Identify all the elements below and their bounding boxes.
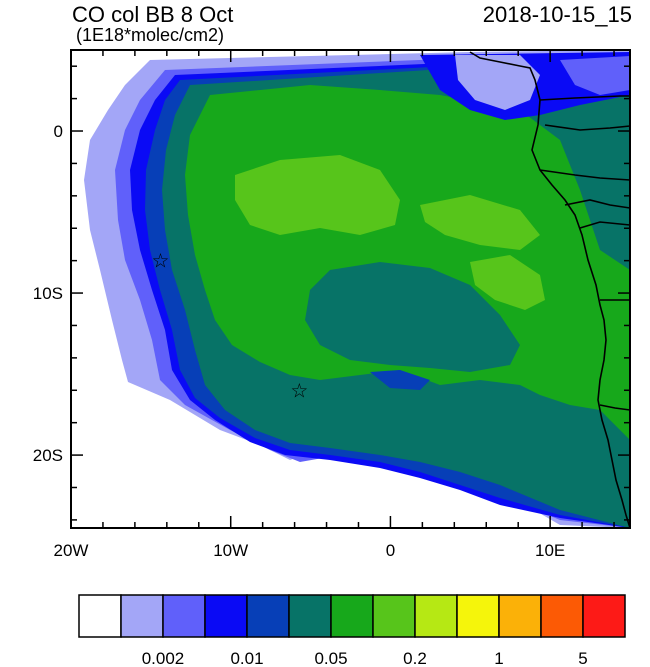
border-7 [599,404,630,411]
map-title: CO col BB 8 Oct [72,2,234,27]
co-contour-level-1-north [455,55,540,110]
co-contour-level-5-interior [305,262,520,372]
border-4 [564,199,630,209]
colorbar [78,594,626,638]
axis-tick-labels: 20W 10W 0 10E 0 10S 20S [33,122,566,560]
border-2 [544,124,630,131]
map-frame [70,49,631,529]
star-marker-st-helena: ☆ [290,378,308,402]
station-markers: ☆☆ [151,249,308,403]
co-contour-level-7c [470,255,545,310]
y-tick-label: 20S [33,446,63,465]
x-tick-label: 0 [386,541,395,560]
colorbar-swatch [162,594,206,638]
border-3 [539,169,630,181]
colorbar-label: 5 [578,649,587,667]
plot-area [71,50,630,528]
map-units: (1E18*molec/cm2) [76,25,225,45]
colorbar-swatch [498,594,542,638]
border-1 [539,95,630,101]
colorbar-swatch [204,594,248,638]
map-timestamp: 2018-10-15_15 [482,2,632,27]
y-tick-label: 0 [54,122,63,141]
co-contour-level-4-patch [370,370,430,390]
colorbar-swatch [330,594,374,638]
coastlines [469,51,630,528]
colorbar-swatch [540,594,584,638]
colorbar-swatch [582,594,626,638]
colorbar-swatch [120,594,164,638]
co-contour-level-2-north-patch [560,56,630,95]
colorbar-swatch [372,594,416,638]
colorbar-swatch [78,594,122,638]
y-tick-label: 10S [33,284,63,303]
colorbar-label: 1 [494,649,503,667]
x-tick-label: 20W [54,541,89,560]
x-tick-label: 10W [213,541,248,560]
co-contour-level-7b [420,195,540,250]
colorbar-swatch [288,594,332,638]
colorbar-labels: 0.002 0.01 0.05 0.2 1 5 [142,649,588,667]
colorbar-label: 0.01 [230,649,263,667]
co-contour-level-7a [235,155,400,235]
coastline-africa [469,51,630,528]
colorbar-label: 0.002 [142,649,185,667]
colorbar-label: 0.2 [403,649,427,667]
colorbar-label: 0.05 [314,649,347,667]
axis-ticks [70,50,630,528]
colorbar-swatch [246,594,290,638]
border-5 [579,221,630,229]
star-marker-ascension: ☆ [151,249,169,273]
colorbar-swatch [456,594,500,638]
colorbar-swatch [414,594,458,638]
x-tick-label: 10E [535,541,565,560]
